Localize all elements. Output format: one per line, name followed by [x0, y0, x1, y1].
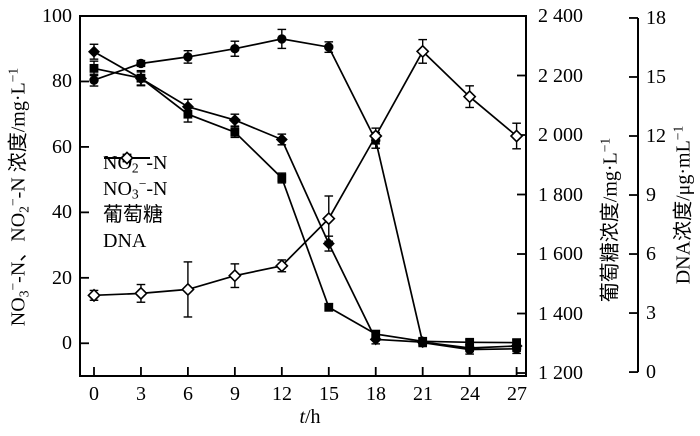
- series-: [88, 43, 523, 355]
- data-point-marker: [277, 173, 287, 183]
- data-point-marker: [120, 151, 134, 165]
- data-point-marker: [134, 72, 147, 85]
- left-tick-label: 80: [52, 70, 72, 92]
- series-line: [93, 50, 517, 349]
- x-axis-title: t/h: [299, 406, 321, 428]
- data-point-marker: [228, 114, 241, 127]
- data-point-marker: [462, 89, 477, 104]
- data-point-marker: [89, 63, 99, 73]
- glucose-tick-label: 1 600: [538, 243, 583, 265]
- data-point-marker: [463, 342, 476, 355]
- glucose-tick-label: 1 400: [538, 303, 583, 325]
- legend-label: 葡萄糖: [103, 204, 163, 226]
- left-tick-label: 40: [52, 201, 72, 223]
- left-tick-label: 0: [62, 332, 72, 354]
- data-point-marker: [509, 129, 524, 143]
- legend-item-no3n: NO3−-N: [103, 153, 167, 202]
- dna-tick-label: 9: [646, 184, 656, 206]
- left-tick-label: 20: [52, 267, 72, 289]
- data-point-marker: [369, 129, 383, 143]
- x-tick-label: 12: [272, 383, 292, 405]
- x-tick-label: 21: [413, 383, 433, 405]
- glucose-tick-label: 2 400: [538, 5, 583, 27]
- data-point-marker: [369, 333, 382, 346]
- series-line: [93, 50, 518, 297]
- dna-tick-label: 15: [646, 66, 666, 88]
- data-point-marker: [324, 302, 334, 312]
- x-tick-label: 9: [230, 383, 240, 405]
- legend-marker-sample: [104, 151, 150, 165]
- dna-tick-label: 12: [646, 125, 666, 147]
- left-y-axis-title: NO3−-N、NO2−-N 浓度/mg·L−1: [5, 67, 32, 327]
- series-dna: [87, 38, 524, 318]
- data-point-marker: [275, 259, 289, 273]
- data-point-marker: [181, 100, 194, 113]
- legend-item-: 葡萄糖: [103, 152, 167, 228]
- data-point-marker: [134, 286, 148, 301]
- dna-tick-label: 3: [646, 302, 656, 324]
- x-tick-label: 6: [183, 383, 193, 405]
- data-point-marker: [415, 44, 430, 59]
- legend-label: DNA: [103, 230, 147, 252]
- data-point-marker: [87, 288, 101, 303]
- data-point-marker: [324, 42, 334, 52]
- series-line: [93, 38, 517, 351]
- glucose-tick-label: 1 200: [538, 362, 583, 384]
- data-point-marker: [416, 336, 429, 349]
- data-point-marker: [510, 339, 523, 352]
- data-point-marker: [230, 127, 240, 137]
- legend-label: NO3−-N: [103, 175, 168, 202]
- glucose-tick-label: 2 200: [538, 65, 583, 87]
- data-point-marker: [322, 211, 336, 226]
- dna-tick-label: 6: [646, 243, 656, 265]
- x-tick-label: 24: [460, 383, 480, 405]
- data-point-marker: [275, 133, 288, 146]
- data-point-marker: [136, 58, 146, 69]
- x-tick-label: 27: [507, 383, 527, 405]
- x-tick-label: 15: [319, 383, 339, 405]
- data-point-marker: [228, 268, 242, 283]
- glucose-tick-label: 2 000: [538, 124, 583, 146]
- dna-tick-label: 0: [646, 361, 656, 383]
- x-tick-label: 3: [136, 383, 146, 405]
- glucose-tick-label: 1 800: [538, 184, 583, 206]
- x-tick-label: 0: [89, 383, 99, 405]
- left-tick-label: 60: [52, 136, 72, 158]
- legend-item-dna: DNA: [103, 151, 167, 254]
- data-point-marker: [88, 45, 100, 58]
- right-glucose-axis-title: 葡萄糖浓度/mg·L−1: [597, 137, 622, 303]
- data-point-marker: [89, 75, 99, 85]
- data-point-marker: [230, 44, 240, 54]
- data-point-marker: [277, 34, 287, 44]
- left-tick-label: 100: [42, 5, 72, 27]
- dna-tick-label: 18: [646, 7, 666, 29]
- plot-border: [79, 15, 527, 377]
- data-point-marker: [183, 52, 193, 62]
- right-dna-axis-title: DNA浓度/μg·mL−1: [670, 125, 695, 285]
- x-tick-label: 18: [366, 383, 386, 405]
- data-point-marker: [181, 282, 195, 297]
